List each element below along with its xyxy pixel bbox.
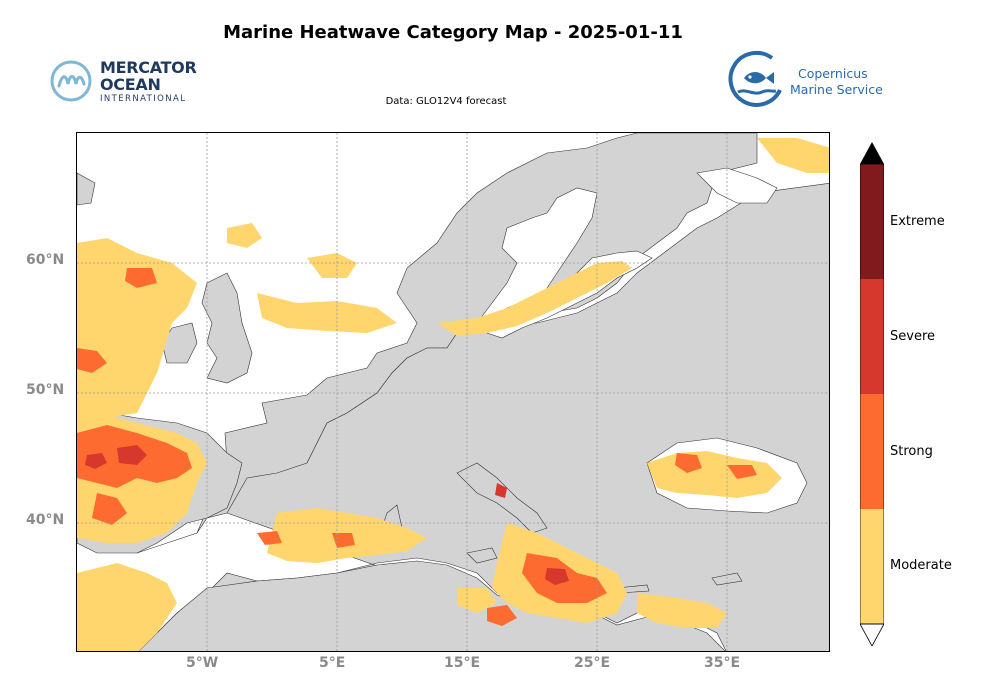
colorbar-label-extreme: Extreme	[890, 214, 945, 229]
colorbar-extreme	[860, 164, 884, 279]
colorbar-label-strong: Strong	[890, 444, 933, 459]
logo-left-line1: MERCATOR	[100, 58, 197, 77]
fish-icon	[728, 50, 782, 107]
colorbar-moderate	[860, 509, 884, 624]
heatwave-map	[76, 132, 830, 652]
graticule	[77, 133, 829, 651]
logo-right-line1: Copernicus	[798, 66, 868, 81]
lon-label-5w: 5°W	[186, 655, 219, 671]
map-canvas	[77, 133, 829, 651]
lon-label-5e: 5°E	[319, 655, 346, 671]
logo-right-line2: Marine Service	[790, 82, 883, 97]
colorbar-severe	[860, 279, 884, 394]
mercator-ocean-logo: MERCATOR OCEAN INTERNATIONAL	[50, 58, 210, 106]
heatwave-severe-areas	[85, 445, 569, 585]
colorbar-label-moderate: Moderate	[890, 558, 952, 573]
mercator-wave-icon	[50, 60, 92, 102]
lat-label-40n: 40°N	[26, 512, 65, 528]
lon-label-25e: 25°E	[574, 655, 611, 671]
lon-label-15e: 15°E	[444, 655, 481, 671]
data-source-subtitle: Data: GLO12V4 forecast	[385, 96, 507, 107]
map-title: Marine Heatwave Category Map - 2025-01-1…	[223, 22, 683, 43]
colorbar-over-triangle	[860, 142, 884, 164]
copernicus-marine-logo: Copernicus Marine Service	[726, 50, 896, 112]
lat-label-60n: 60°N	[26, 252, 65, 268]
colorbar	[860, 142, 884, 646]
lat-label-50n: 50°N	[26, 382, 65, 398]
colorbar-strong	[860, 394, 884, 509]
colorbar-label-severe: Severe	[890, 329, 935, 344]
logo-left-line3: INTERNATIONAL	[100, 94, 187, 104]
lon-label-35e: 35°E	[704, 655, 741, 671]
colorbar-under-triangle	[860, 623, 884, 646]
logo-left-line2: OCEAN	[100, 75, 161, 94]
